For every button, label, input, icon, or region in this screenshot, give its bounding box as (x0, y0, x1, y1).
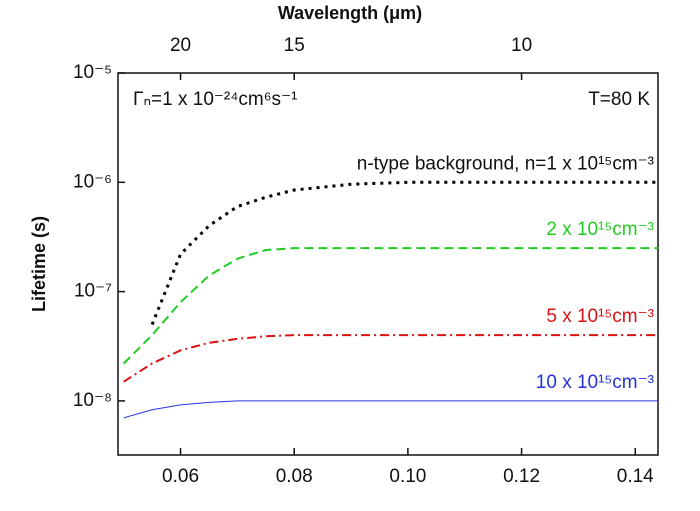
x2-tick-label: 20 (170, 35, 191, 56)
y-axis-title: Lifetime (s) (29, 216, 49, 312)
x-tick-label: 0.06 (162, 466, 199, 487)
series-label: 10 x 10¹⁵cm⁻³ (536, 372, 654, 393)
plot-frame (117, 72, 659, 456)
series-line (123, 334, 658, 383)
annotation: T=80 K (588, 89, 650, 110)
x-tick-label: 0.14 (617, 466, 654, 487)
series-line (123, 400, 658, 419)
y-tick-label: 10⁻⁶ (73, 171, 112, 192)
x2-tick-label: 10 (511, 35, 532, 56)
series-line (150, 180, 658, 326)
y-tick-label: 10⁻⁵ (73, 62, 112, 83)
x2-tick-label: 15 (284, 35, 305, 56)
annotation: Γₙ=1 x 10⁻²⁴cm⁶s⁻¹ (133, 89, 297, 110)
x2-axis-title: Wavelength (μm) (278, 3, 422, 23)
series-label: 5 x 10¹⁵cm⁻³ (546, 306, 654, 327)
x-tick-label: 0.10 (389, 466, 426, 487)
x-tick-label: 0.12 (503, 466, 540, 487)
series-line (122, 247, 658, 365)
series-label: n-type background, n=1 x 10¹⁵cm⁻³ (357, 153, 654, 174)
y-tick-label: 10⁻⁸ (73, 390, 112, 411)
series-label: 2 x 10¹⁵cm⁻³ (546, 219, 654, 240)
x-tick-label: 0.08 (276, 466, 313, 487)
y-tick-label: 10⁻⁷ (74, 281, 112, 302)
